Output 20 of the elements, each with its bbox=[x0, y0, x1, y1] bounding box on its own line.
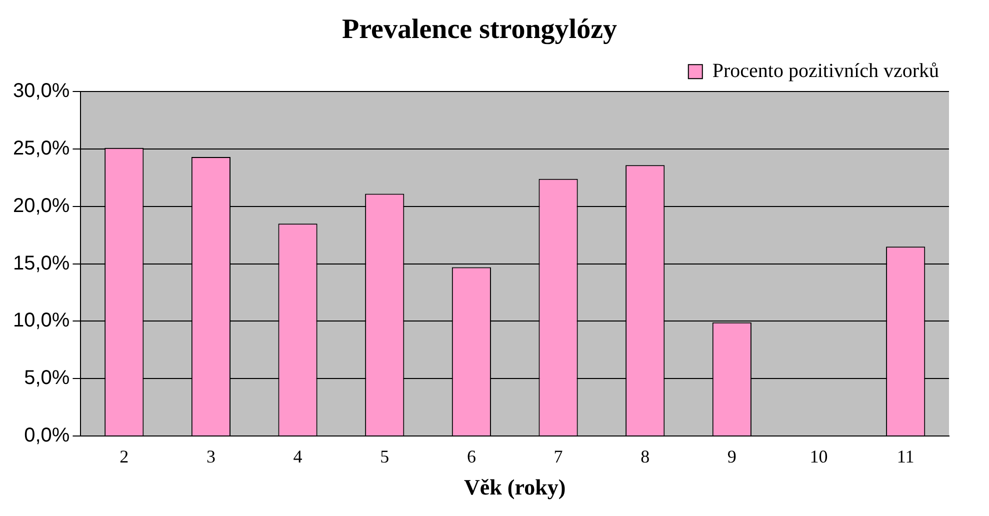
x-tick-label: 7 bbox=[554, 446, 563, 467]
legend-label: Procento pozitivních vzorků bbox=[712, 60, 940, 82]
y-tick-label: 20,0% bbox=[12, 194, 70, 217]
y-tick-label: 5,0% bbox=[24, 367, 70, 390]
y-tick-label: 30,0% bbox=[12, 80, 70, 102]
x-tick-label: 8 bbox=[640, 446, 650, 467]
y-tick-label: 25,0% bbox=[12, 138, 70, 160]
y-tick-label: 0,0% bbox=[24, 424, 70, 447]
chart-title: Prevalence strongylózy bbox=[342, 14, 618, 46]
x-tick-label: 6 bbox=[466, 446, 476, 467]
x-axis-title: Věk (roky) bbox=[464, 474, 566, 500]
y-tick-label: 10,0% bbox=[12, 310, 70, 332]
x-tick-label: 9 bbox=[727, 446, 736, 467]
x-tick-label: 4 bbox=[293, 446, 302, 467]
y-tick-label: 15,0% bbox=[12, 252, 70, 274]
x-tick-label: 11 bbox=[896, 446, 914, 467]
x-tick-label: 5 bbox=[380, 446, 390, 467]
x-tick-label: 3 bbox=[206, 446, 216, 467]
x-tick-label: 10 bbox=[810, 446, 828, 467]
x-tick-label: 2 bbox=[120, 446, 129, 467]
